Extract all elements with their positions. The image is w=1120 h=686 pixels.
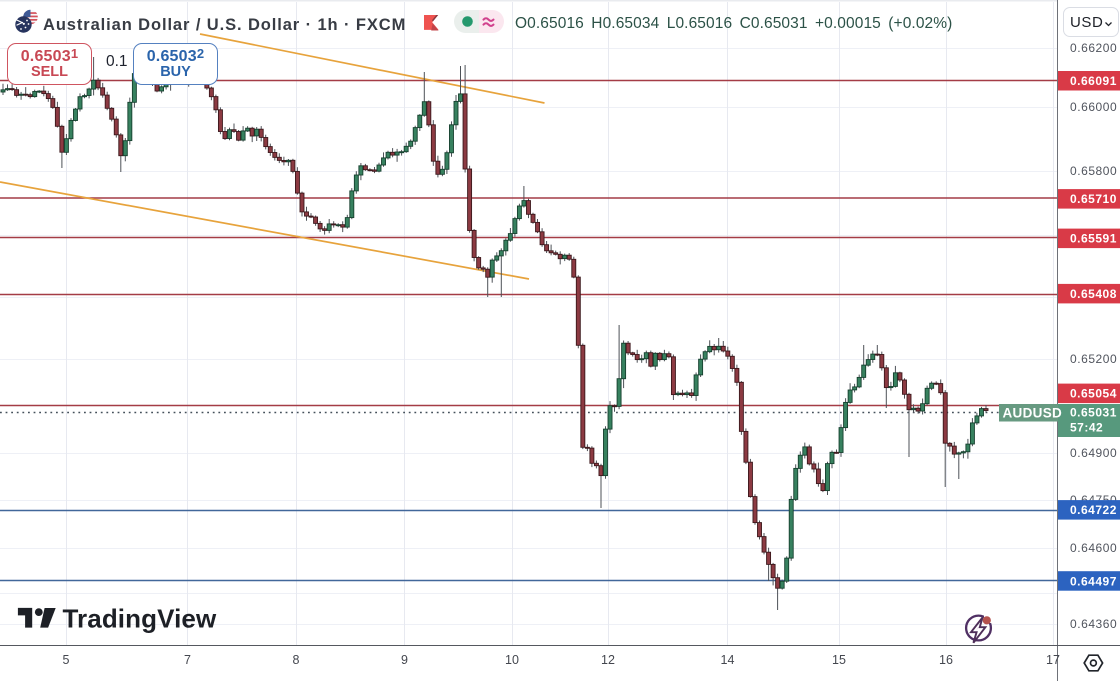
svg-text:0.65200: 0.65200 xyxy=(1070,352,1117,366)
svg-text:0.65054: 0.65054 xyxy=(1070,387,1117,401)
svg-text:8: 8 xyxy=(293,653,300,667)
svg-text:0.65800: 0.65800 xyxy=(1070,164,1117,178)
svg-text:5: 5 xyxy=(63,653,70,667)
svg-text:0.66200: 0.66200 xyxy=(1070,41,1117,55)
svg-text:15: 15 xyxy=(832,653,846,667)
svg-text:AUDUSD: AUDUSD xyxy=(1003,406,1063,421)
svg-text:0.64360: 0.64360 xyxy=(1070,617,1117,631)
svg-text:17: 17 xyxy=(1046,653,1060,667)
svg-text:0.65408: 0.65408 xyxy=(1070,287,1117,301)
svg-text:0.64497: 0.64497 xyxy=(1070,574,1117,588)
svg-text:0.65710: 0.65710 xyxy=(1070,192,1117,206)
svg-text:0.66091: 0.66091 xyxy=(1070,74,1117,88)
svg-text:10: 10 xyxy=(505,653,519,667)
svg-text:0.64900: 0.64900 xyxy=(1070,446,1117,460)
svg-text:9: 9 xyxy=(401,653,408,667)
svg-text:14: 14 xyxy=(721,653,735,667)
svg-text:0.65031: 0.65031 xyxy=(1070,406,1117,420)
svg-text:0.64722: 0.64722 xyxy=(1070,503,1117,517)
svg-text:16: 16 xyxy=(939,653,953,667)
svg-text:12: 12 xyxy=(601,653,615,667)
svg-text:TradingView: TradingView xyxy=(63,604,217,634)
svg-text:0.66000: 0.66000 xyxy=(1070,100,1117,114)
svg-text:7: 7 xyxy=(184,653,191,667)
svg-text:0.65591: 0.65591 xyxy=(1070,232,1117,246)
svg-text:0.64600: 0.64600 xyxy=(1070,541,1117,555)
svg-text:57:42: 57:42 xyxy=(1070,421,1103,435)
